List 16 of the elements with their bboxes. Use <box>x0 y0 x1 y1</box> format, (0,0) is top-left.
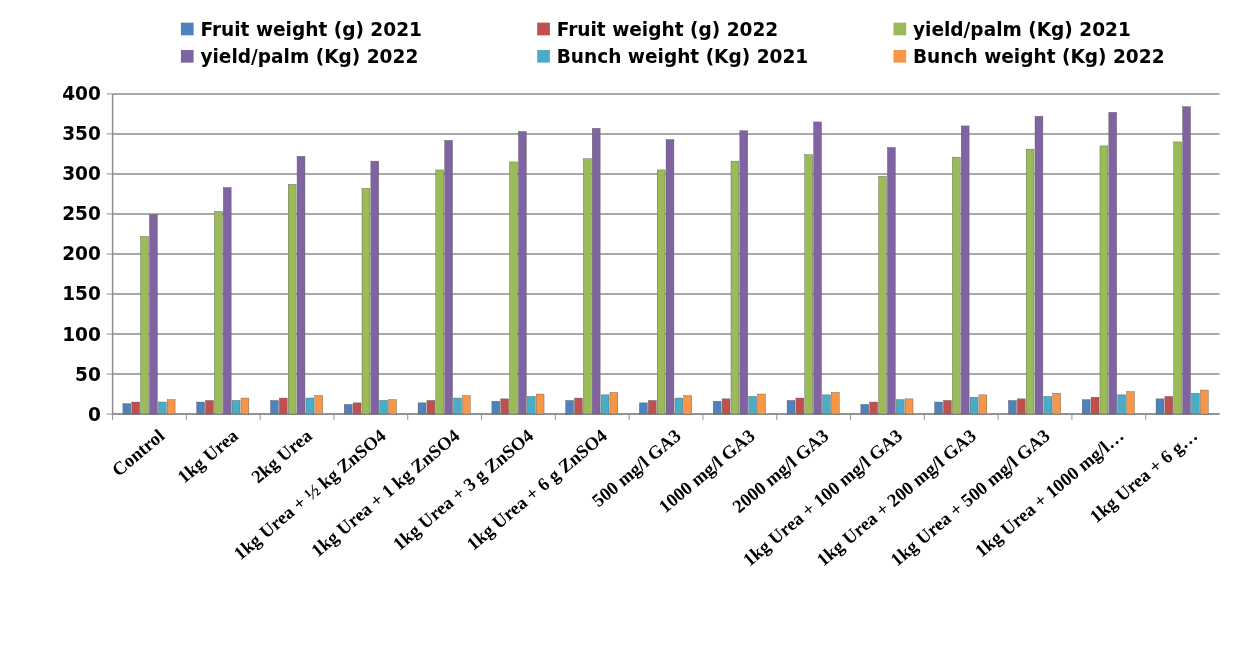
y-tick-label: 350 <box>62 123 101 145</box>
y-tick-label: 0 <box>87 403 101 425</box>
y-tick-label: 50 <box>75 363 101 385</box>
x-tick-label: 1kg Urea <box>173 424 242 488</box>
y-tick-label: 250 <box>62 203 101 225</box>
y-tick-label: 200 <box>62 243 101 265</box>
y-tick-label: 100 <box>62 323 101 345</box>
legend-label: yield/palm (Kg) 2021 <box>913 18 1131 40</box>
y-tick-label: 150 <box>62 283 101 305</box>
legend-label: yield/palm (Kg) 2022 <box>200 46 419 68</box>
legend-label: Bunch weight (Kg) 2022 <box>913 46 1165 68</box>
legend-label: Fruit weight (g) 2022 <box>556 18 779 40</box>
y-tick-label: 300 <box>62 163 101 185</box>
y-tick-label: 400 <box>62 83 101 105</box>
legend-label: Fruit weight (g) 2021 <box>200 18 422 40</box>
legend-label: Bunch weight (Kg) 2021 <box>556 46 809 68</box>
